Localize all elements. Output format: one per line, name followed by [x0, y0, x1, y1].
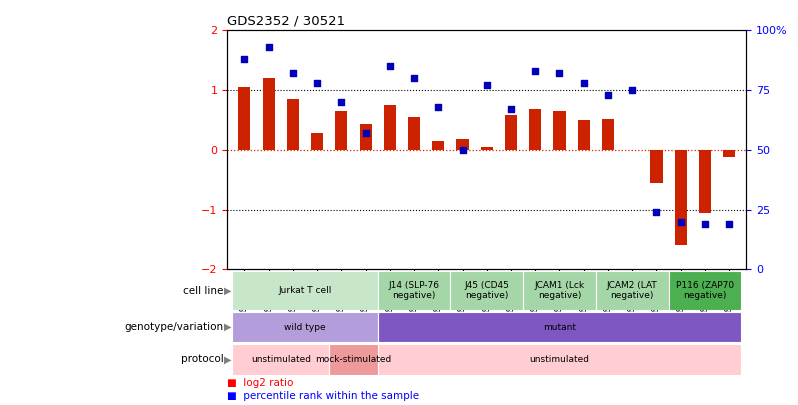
Bar: [723, 150, 735, 157]
Bar: [650, 150, 662, 183]
Bar: [286, 99, 299, 150]
Bar: [699, 150, 711, 213]
Text: unstimulated: unstimulated: [530, 355, 590, 364]
Bar: [377, 271, 450, 310]
Bar: [384, 105, 396, 150]
Bar: [602, 119, 614, 150]
Bar: [529, 109, 541, 150]
Text: JCAM1 (Lck
negative): JCAM1 (Lck negative): [535, 281, 585, 300]
Bar: [450, 271, 523, 310]
Text: mock-stimulated: mock-stimulated: [315, 355, 392, 364]
Point: [504, 106, 517, 113]
Text: ▶: ▶: [224, 322, 231, 332]
Bar: [232, 271, 377, 310]
Point: [529, 68, 542, 74]
Bar: [239, 87, 251, 150]
Text: mutant: mutant: [543, 322, 576, 332]
Bar: [578, 120, 590, 150]
Text: protocol: protocol: [180, 354, 223, 364]
Point: [408, 75, 421, 81]
Bar: [456, 139, 468, 150]
Point: [602, 92, 614, 98]
Bar: [311, 133, 323, 150]
Text: GDS2352 / 30521: GDS2352 / 30521: [227, 15, 346, 28]
Bar: [360, 124, 372, 150]
Point: [723, 221, 736, 227]
Point: [238, 56, 251, 62]
Text: JCAM2 (LAT
negative): JCAM2 (LAT negative): [606, 281, 658, 300]
Bar: [408, 117, 420, 150]
Bar: [674, 150, 687, 245]
Bar: [505, 115, 517, 150]
Bar: [377, 312, 741, 342]
Point: [626, 87, 638, 93]
Bar: [554, 111, 566, 150]
Bar: [335, 111, 347, 150]
Text: J45 (CD45
negative): J45 (CD45 negative): [464, 281, 509, 300]
Text: unstimulated: unstimulated: [251, 355, 310, 364]
Text: Jurkat T cell: Jurkat T cell: [279, 286, 332, 295]
Point: [384, 63, 397, 70]
Text: genotype/variation: genotype/variation: [124, 322, 223, 332]
Text: P116 (ZAP70
negative): P116 (ZAP70 negative): [676, 281, 734, 300]
Bar: [480, 147, 493, 150]
Text: J14 (SLP-76
negative): J14 (SLP-76 negative): [389, 281, 440, 300]
Text: ■  log2 ratio: ■ log2 ratio: [227, 378, 294, 388]
Text: ▶: ▶: [224, 286, 231, 296]
Point: [432, 104, 444, 110]
Point: [335, 99, 348, 105]
Point: [650, 209, 663, 215]
Point: [263, 44, 275, 50]
Point: [286, 70, 299, 77]
Point: [480, 82, 493, 89]
Text: cell line: cell line: [183, 286, 223, 296]
Bar: [669, 271, 741, 310]
Bar: [263, 78, 275, 150]
Point: [698, 221, 711, 227]
Bar: [523, 271, 596, 310]
Text: ▶: ▶: [224, 354, 231, 364]
Point: [310, 80, 323, 86]
Point: [553, 70, 566, 77]
Bar: [377, 344, 741, 375]
Point: [359, 130, 372, 136]
Bar: [596, 271, 669, 310]
Bar: [330, 344, 377, 375]
Point: [674, 218, 687, 225]
Point: [456, 147, 469, 153]
Bar: [232, 344, 330, 375]
Bar: [232, 312, 377, 342]
Bar: [433, 141, 444, 150]
Text: wild type: wild type: [284, 322, 326, 332]
Point: [577, 80, 590, 86]
Text: ■  percentile rank within the sample: ■ percentile rank within the sample: [227, 390, 420, 401]
